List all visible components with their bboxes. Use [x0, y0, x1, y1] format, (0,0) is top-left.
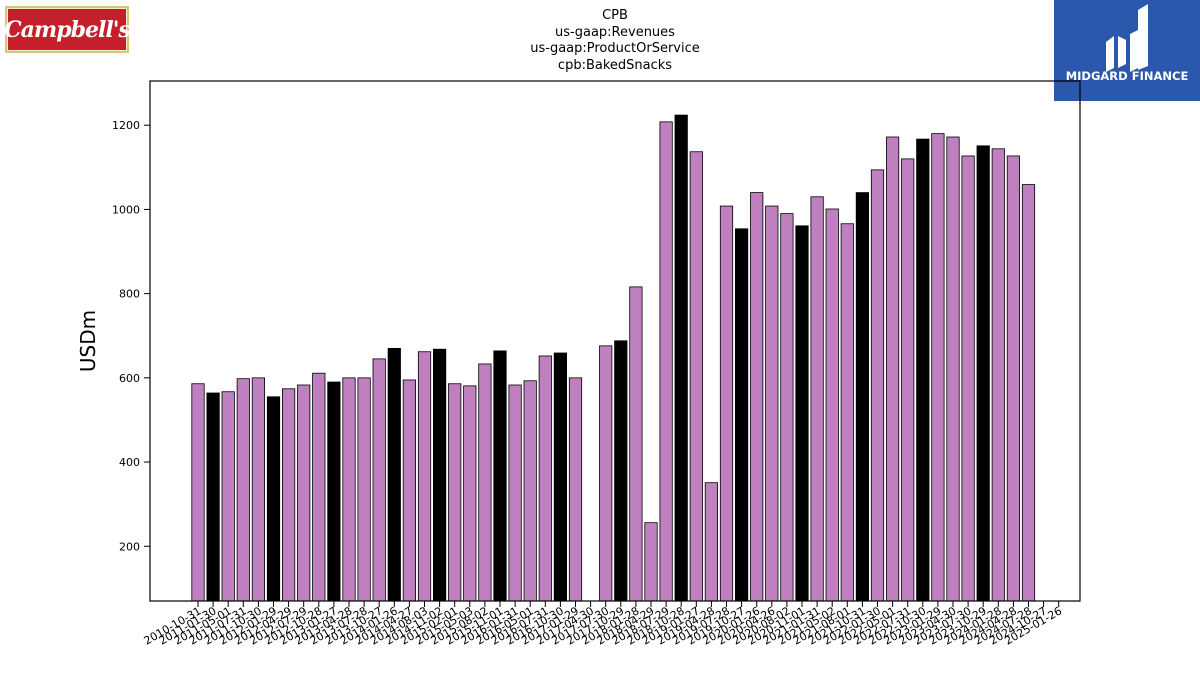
bar-2019-01-27 [689, 151, 703, 602]
bar-2015-05-03 [463, 385, 477, 602]
chart-title: CPB us-gaap:Revenues us-gaap:ProductOrSe… [430, 8, 800, 74]
bar-2012-04-29 [281, 388, 296, 602]
title-line-2: us-gaap:Revenues [555, 24, 675, 40]
bar-2021-01-31 [810, 196, 824, 602]
bar-2023-04-30 [946, 136, 960, 602]
bar-2018-07-29 [659, 121, 673, 602]
bar-2023-10-29 [976, 145, 990, 602]
bar-2021-05-02 [825, 208, 839, 602]
midgard-logo-text: MIDGARD FINANCE [1065, 69, 1189, 83]
bar-2013-10-27 [372, 358, 386, 602]
plot-frame [149, 80, 1081, 602]
bar-2011-01-30 [206, 392, 220, 602]
bar-2011-07-31 [236, 378, 250, 602]
bar-2022-05-01 [886, 136, 900, 602]
title-line-4: cpb:BakedSnacks [557, 57, 673, 73]
bar-2015-11-01 [493, 350, 507, 602]
bar-2013-01-27 [327, 381, 341, 602]
bar-2023-07-30 [961, 155, 975, 602]
bar-2024-07-28 [1021, 184, 1036, 602]
title-line-3: us-gaap:ProductOrService [530, 41, 700, 56]
bar-2024-04-28 [1006, 155, 1021, 602]
campbells-logo: Campbell's [4, 6, 131, 53]
bar-2018-01-28 [629, 286, 643, 602]
bar-2017-01-29 [568, 377, 583, 602]
midgard-finance-logo: MIDGARD FINANCE [1054, 0, 1200, 101]
bar-2010-10-31 [191, 383, 205, 602]
bar-2021-08-01 [840, 223, 854, 602]
bar-2022-10-30 [916, 138, 930, 602]
bar-2015-02-01 [448, 383, 462, 602]
bar-2013-07-28 [357, 377, 371, 602]
bar-2018-10-28 [674, 114, 688, 602]
bar-2012-07-29 [297, 384, 311, 602]
bar-2023-01-29 [931, 133, 945, 602]
y-tick-label-400: 400 [119, 456, 140, 469]
bar-2014-08-03 [417, 351, 432, 602]
title-line-1: CPB [602, 8, 628, 23]
y-tick-label-1200: 1200 [112, 119, 140, 132]
y-tick-label-600: 600 [119, 372, 140, 385]
midgard-logo-mark-icon [1106, 4, 1148, 72]
bar-2018-04-29 [644, 522, 658, 602]
y-tick-label-800: 800 [119, 288, 140, 301]
bar-2019-04-28 [704, 482, 719, 602]
bar-2021-10-31 [855, 192, 870, 602]
y-tick-label-200: 200 [119, 540, 140, 553]
bar-2011-05-01 [221, 391, 235, 602]
bar-2013-04-28 [342, 377, 356, 602]
bar-2017-10-29 [614, 340, 628, 602]
bars-group [191, 114, 1036, 602]
bar-2014-11-02 [432, 348, 447, 602]
x-axis: 2010-10-312011-01-302011-05-012011-07-31… [142, 601, 1064, 648]
bar-2022-01-30 [870, 169, 885, 602]
y-tick-label-1000: 1000 [112, 203, 140, 216]
bar-2020-11-01 [795, 225, 809, 602]
bar-2016-05-01 [523, 380, 537, 602]
bar-2017-07-30 [599, 345, 613, 602]
bar-2012-10-28 [312, 372, 326, 602]
bar-2012-01-29 [266, 396, 281, 602]
bar-2019-10-27 [735, 228, 749, 602]
bar-2016-01-31 [508, 384, 522, 602]
y-axis: 200 400 600 800 1000 1200 [112, 119, 150, 553]
bar-2020-01-26 [750, 192, 764, 602]
bar-2020-08-02 [780, 213, 794, 602]
bar-2014-01-26 [387, 347, 401, 602]
bar-2024-01-28 [991, 148, 1005, 602]
bar-2016-10-30 [553, 352, 568, 602]
y-axis-label: USDm [76, 310, 100, 372]
bar-2019-07-28 [719, 205, 734, 602]
bar-2022-07-31 [901, 158, 915, 602]
bar-2014-04-27 [402, 379, 417, 602]
bar-2016-07-31 [538, 355, 552, 602]
bar-2020-04-26 [765, 205, 779, 602]
campbells-logo-text: Campbell's [4, 8, 131, 51]
bar-2015-08-02 [478, 363, 492, 602]
bar-2011-10-30 [251, 377, 265, 602]
